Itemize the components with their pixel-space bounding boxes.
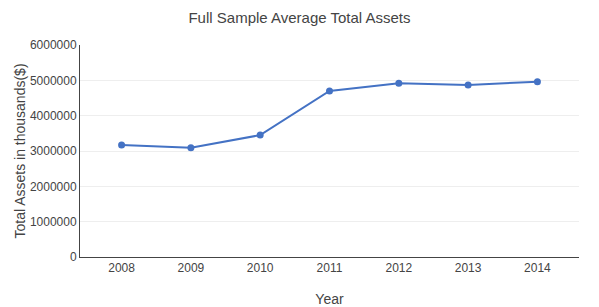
svg-text:2012: 2012 <box>385 261 412 275</box>
svg-text:Year: Year <box>315 291 344 307</box>
svg-text:5000000: 5000000 <box>30 74 77 88</box>
svg-text:6000000: 6000000 <box>30 38 77 52</box>
svg-text:2000000: 2000000 <box>30 180 77 194</box>
svg-text:2013: 2013 <box>455 261 482 275</box>
svg-text:Full Sample Average Total Asse: Full Sample Average Total Assets <box>188 9 410 26</box>
svg-text:0: 0 <box>70 250 77 264</box>
svg-text:Total Assets in thousands($): Total Assets in thousands($) <box>12 63 28 238</box>
svg-text:2011: 2011 <box>317 261 343 275</box>
svg-text:2009: 2009 <box>178 261 205 275</box>
svg-text:3000000: 3000000 <box>30 144 77 158</box>
svg-text:2014: 2014 <box>524 261 551 275</box>
svg-text:4000000: 4000000 <box>30 109 77 123</box>
svg-text:1000000: 1000000 <box>30 215 77 229</box>
svg-text:2010: 2010 <box>247 261 274 275</box>
svg-text:2008: 2008 <box>108 261 135 275</box>
